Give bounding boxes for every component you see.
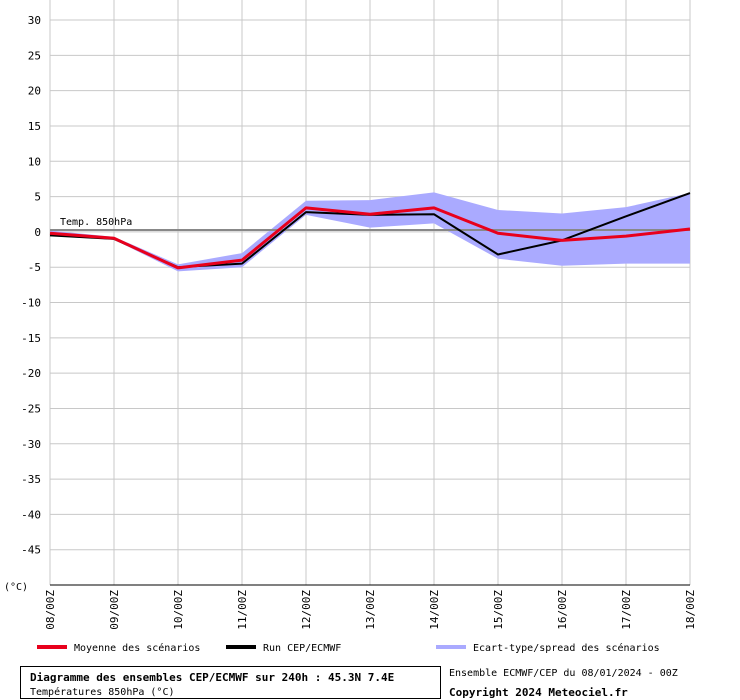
y-tick-label: -45 — [21, 544, 41, 557]
y-tick-label: 0 — [34, 226, 41, 239]
copyright: Copyright 2024 Meteociel.fr — [449, 686, 628, 699]
legend: Moyenne des scénarios Run CEP/ECMWF Ecar… — [37, 642, 660, 654]
y-tick-label: -25 — [21, 402, 41, 415]
legend-label-run: Run CEP/ECMWF — [263, 643, 341, 654]
footer: Diagramme des ensembles CEP/ECMWF sur 24… — [20, 666, 678, 699]
grid — [49, 0, 691, 586]
x-tick-labels: 08/00Z 09/00Z 10/00Z 11/00Z 12/00Z 13/00Z 14/0… — [44, 590, 697, 630]
legend-label-spread: Ecart-type/spread des scénarios — [473, 642, 660, 654]
series-label: Temp. 850hPa — [60, 217, 132, 228]
y-tick-label: 25 — [28, 49, 41, 62]
y-tick-label: -15 — [21, 332, 41, 345]
unit-label: (°C) — [4, 582, 28, 593]
y-tick-label: 30 — [28, 14, 41, 27]
legend-swatch-spread — [436, 645, 466, 649]
legend-swatch-mean — [37, 645, 67, 649]
footer-box — [20, 666, 441, 699]
series-lines — [49, 192, 691, 270]
y-tick-label: -5 — [28, 261, 41, 274]
y-tick-label: 15 — [28, 120, 41, 133]
footer-title: Diagramme des ensembles CEP/ECMWF sur 24… — [30, 671, 394, 684]
x-tick-label: 10/00Z — [172, 590, 185, 630]
x-tick-label: 13/00Z — [364, 590, 377, 630]
footer-subtitle: Températures 850hPa (°C) — [30, 686, 175, 698]
x-tick-label: 08/00Z — [44, 590, 57, 630]
run-info: Ensemble ECMWF/CEP du 08/01/2024 - 00Z — [449, 668, 678, 679]
x-tick-label: 15/00Z — [492, 590, 505, 630]
y-tick-label: 10 — [28, 155, 41, 168]
y-tick-label: -40 — [21, 508, 41, 521]
legend-label-mean: Moyenne des scénarios — [74, 642, 200, 654]
x-tick-label: 17/00Z — [620, 590, 633, 630]
x-tick-label: 16/00Z — [556, 590, 569, 630]
y-tick-label: 20 — [28, 85, 41, 98]
legend-swatch-run — [226, 645, 256, 649]
y-tick-label: -30 — [21, 438, 41, 451]
x-tick-label: 18/00Z — [684, 590, 697, 630]
y-tick-label: -20 — [21, 367, 41, 380]
mean-line — [49, 206, 691, 270]
spread-band-layer — [50, 192, 690, 272]
x-tick-label: 09/00Z — [108, 590, 121, 630]
spread-band — [50, 192, 690, 272]
x-tick-label: 11/00Z — [236, 590, 249, 630]
x-tick-label: 14/00Z — [428, 590, 441, 630]
y-tick-label: 5 — [34, 191, 41, 204]
x-tick-label: 12/00Z — [300, 590, 313, 630]
y-tick-label: -10 — [21, 297, 41, 310]
y-tick-label: -35 — [21, 473, 41, 486]
y-tick-labels: 30 25 20 15 10 5 0 -5 -10 -15 -20 -25 -30 -35 -40 -45 — [21, 14, 41, 557]
